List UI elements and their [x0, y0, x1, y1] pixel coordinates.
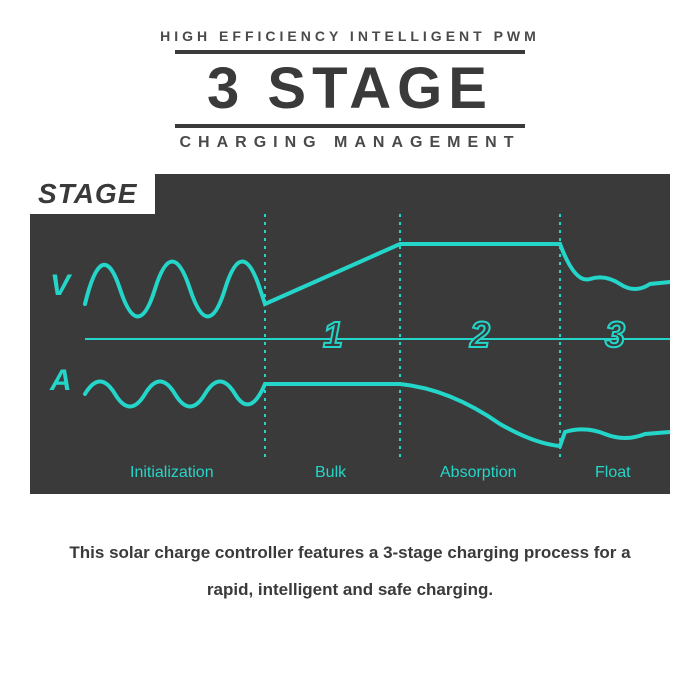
axis-label-voltage: V	[50, 269, 70, 303]
stage-number-3: 3	[605, 314, 625, 356]
description-text: This solar charge controller features a …	[60, 534, 640, 609]
phase-label-initialization: Initialization	[130, 464, 214, 482]
stage-number-1: 1	[323, 314, 343, 356]
phase-label-absorption: Absorption	[440, 464, 517, 482]
header-top-line: HIGH EFFICIENCY INTELLIGENT PWM	[160, 28, 540, 44]
header-rule-top	[175, 50, 525, 54]
header-block: HIGH EFFICIENCY INTELLIGENT PWM 3 STAGE …	[160, 28, 540, 152]
phase-label-bulk: Bulk	[315, 464, 346, 482]
chart-svg	[30, 174, 670, 494]
stage-number-2: 2	[470, 314, 490, 356]
current-curve	[85, 382, 670, 447]
header-rule-bottom	[175, 124, 525, 128]
voltage-curve	[85, 244, 670, 317]
axis-label-current: A	[50, 364, 72, 398]
header-main-title: 3 STAGE	[160, 60, 540, 118]
header-bottom-line: CHARGING MANAGEMENT	[160, 134, 540, 152]
charging-stage-chart: STAGE V A 1 2 3 Initialization Bulk Abso…	[30, 174, 670, 494]
phase-label-float: Float	[595, 464, 631, 482]
